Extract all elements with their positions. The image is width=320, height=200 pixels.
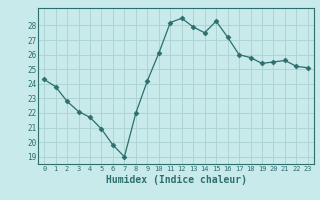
X-axis label: Humidex (Indice chaleur): Humidex (Indice chaleur) — [106, 175, 246, 185]
